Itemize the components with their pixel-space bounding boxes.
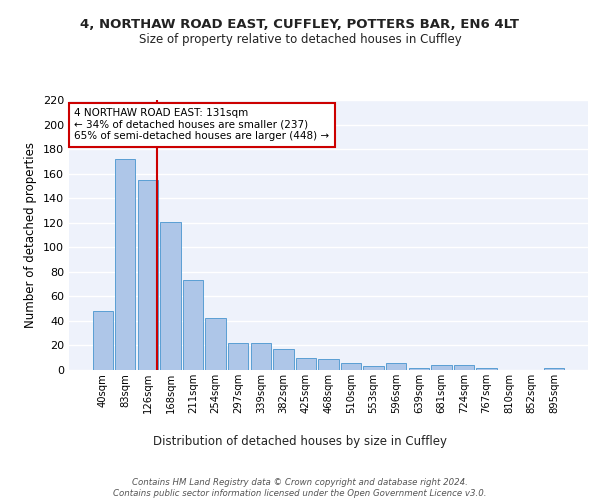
Text: Distribution of detached houses by size in Cuffley: Distribution of detached houses by size …: [153, 435, 447, 448]
Bar: [364, 366, 384, 370]
Bar: [160, 222, 181, 370]
Bar: [115, 159, 136, 370]
Text: 4, NORTHAW ROAD EAST, CUFFLEY, POTTERS BAR, EN6 4LT: 4, NORTHAW ROAD EAST, CUFFLEY, POTTERS B…: [80, 18, 520, 30]
Bar: [409, 368, 429, 370]
Bar: [431, 365, 452, 370]
Bar: [183, 280, 203, 370]
Y-axis label: Number of detached properties: Number of detached properties: [25, 142, 37, 328]
Bar: [205, 318, 226, 370]
Text: Size of property relative to detached houses in Cuffley: Size of property relative to detached ho…: [139, 32, 461, 46]
Bar: [341, 362, 361, 370]
Text: Contains HM Land Registry data © Crown copyright and database right 2024.
Contai: Contains HM Land Registry data © Crown c…: [113, 478, 487, 498]
Bar: [228, 343, 248, 370]
Bar: [138, 180, 158, 370]
Bar: [251, 343, 271, 370]
Bar: [319, 359, 338, 370]
Bar: [386, 362, 406, 370]
Bar: [92, 311, 113, 370]
Text: 4 NORTHAW ROAD EAST: 131sqm
← 34% of detached houses are smaller (237)
65% of se: 4 NORTHAW ROAD EAST: 131sqm ← 34% of det…: [74, 108, 329, 142]
Bar: [544, 368, 565, 370]
Bar: [476, 368, 497, 370]
Bar: [296, 358, 316, 370]
Bar: [273, 349, 293, 370]
Bar: [454, 365, 474, 370]
